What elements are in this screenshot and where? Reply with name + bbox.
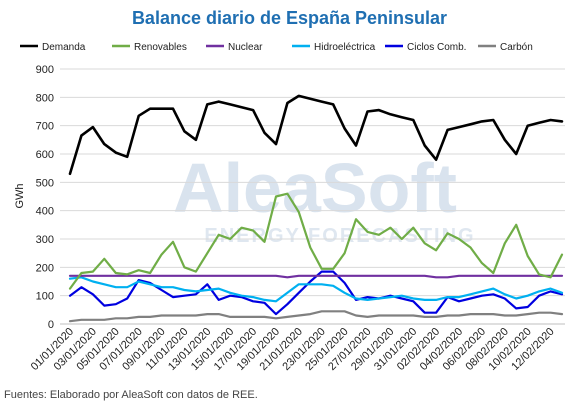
legend-label: Nuclear <box>228 42 263 53</box>
y-axis-title: GWh <box>14 183 26 208</box>
watermark-logo-text: AleaSoft <box>173 149 457 227</box>
y-tick-label: 400 <box>36 206 54 218</box>
legend-label: Ciclos Comb. <box>407 42 466 53</box>
y-tick-label: 900 <box>36 64 54 76</box>
source-note: Fuentes: Elaborado por AleaSoft con dato… <box>4 389 258 401</box>
series-line-hidroel-ctrica <box>68 276 564 303</box>
watermark: AleaSoft ENERGY FORECASTING <box>173 149 475 247</box>
y-tick-label: 800 <box>36 92 54 104</box>
series-line-renovables <box>68 192 564 290</box>
legend-label: Renovables <box>134 42 187 53</box>
series-line-carb-n <box>68 310 564 323</box>
y-tick-label: 700 <box>36 121 54 133</box>
series-line-demanda <box>68 94 564 176</box>
chart-title: Balance diario de España Peninsular <box>131 8 448 28</box>
y-tick-label: 200 <box>36 262 54 274</box>
legend-label: Hidroeléctrica <box>314 42 376 53</box>
series-lines <box>68 94 564 323</box>
y-tick-label: 100 <box>36 291 54 303</box>
x-axis: 01/01/202003/01/202005/01/202007/01/2020… <box>29 326 557 373</box>
watermark-tagline: ENERGY FORECASTING <box>204 225 475 247</box>
y-tick-label: 600 <box>36 149 54 161</box>
y-tick-label: 0 <box>48 319 54 331</box>
legend-label: Carbón <box>500 42 533 53</box>
y-axis: 0 100 200 300 400 500 600 700 800 900 <box>36 64 54 331</box>
y-tick-label: 300 <box>36 234 54 246</box>
y-tick-label: 500 <box>36 177 54 189</box>
series-line-nuclear <box>68 274 564 279</box>
series-line-ciclos-comb- <box>68 270 564 316</box>
legend-label: Demanda <box>42 42 86 53</box>
legend: Demanda Renovables Nuclear Hidroeléctrica Ci… <box>20 42 533 53</box>
